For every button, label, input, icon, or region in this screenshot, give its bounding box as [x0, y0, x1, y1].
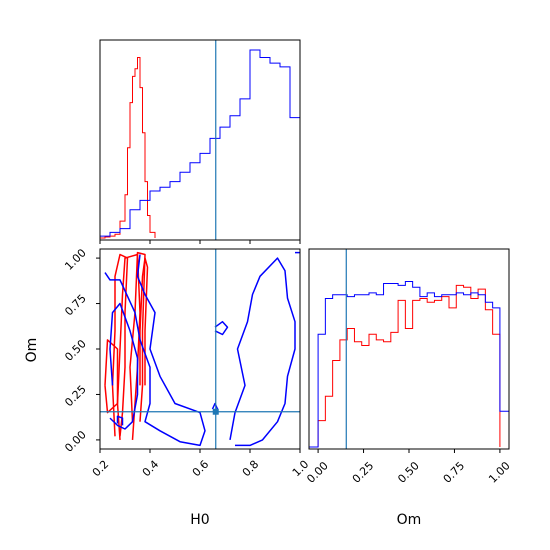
om-x-tick-label: 1.00 [486, 459, 513, 486]
joint-y-tick-label: 0.75 [62, 292, 89, 319]
joint-x-tick-label: 0.2 [90, 458, 112, 480]
x-axis-label-h0: H0 [190, 512, 209, 528]
blue-contour-3 [214, 320, 229, 336]
om-marginal-frame [308, 248, 510, 450]
red-contour-0 [111, 253, 129, 437]
joint-truth-marker [212, 408, 219, 415]
joint-x-tick-label: 0.4 [140, 458, 162, 480]
om-x-tick-label: 0.25 [350, 459, 377, 486]
joint-x-tick-label: 0.6 [190, 458, 212, 480]
h0-hist-blue [99, 49, 301, 238]
om-marginal-panel: 0.00 0.25 0.50 0.75 1.00 [304, 248, 513, 486]
joint-panel: 0.2 0.4 0.6 0.8 1.00.000.250.500.751.00 [62, 246, 311, 479]
om-x-tick-label: 0.00 [304, 459, 331, 486]
blue-contour-5 [229, 257, 296, 447]
blue-contour-2 [116, 415, 124, 426]
joint-y-tick-label: 0.00 [62, 428, 89, 455]
om-hist-red [317, 284, 501, 447]
red-contour-4 [139, 257, 149, 386]
joint-y-tick-label: 1.00 [62, 246, 89, 273]
om-x-tick-label: 0.50 [395, 459, 422, 486]
om-x-tick-label: 0.75 [441, 459, 468, 486]
om-hist-blue [309, 281, 510, 448]
red-contour-3 [129, 251, 146, 422]
h0-hist-red [100, 57, 156, 239]
x-axis-label-om: Om [397, 512, 422, 528]
joint-y-tick-label: 0.50 [62, 337, 89, 364]
blue-contour-1 [109, 302, 139, 430]
red-contour-1 [116, 253, 141, 440]
y-axis-label-om: Om [24, 338, 40, 363]
red-contour-2 [104, 339, 119, 414]
joint-y-tick-label: 0.25 [62, 383, 89, 410]
joint-x-tick-label: 0.8 [240, 458, 262, 480]
joint-contours [104, 251, 300, 447]
joint-frame [99, 248, 301, 450]
blue-contour-0 [104, 254, 206, 447]
h0-marginal-panel [99, 39, 301, 244]
